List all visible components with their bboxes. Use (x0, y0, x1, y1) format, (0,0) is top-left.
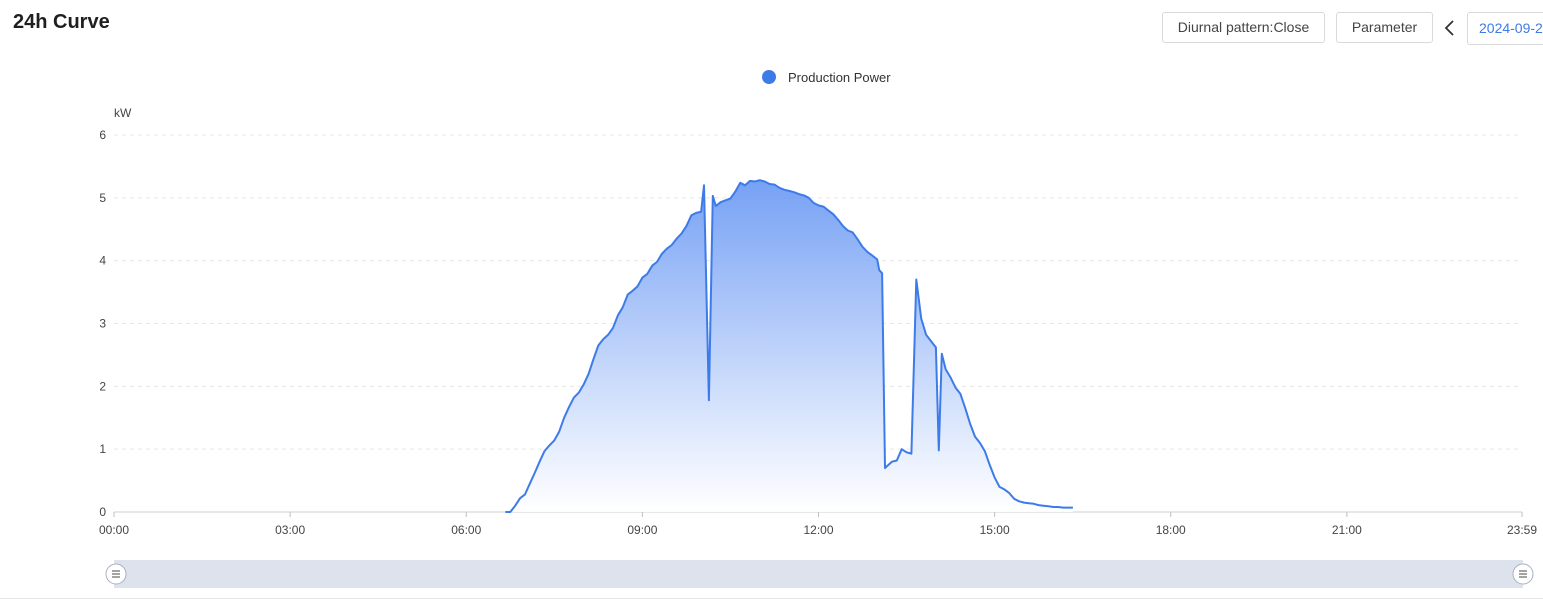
x-tick-label: 15:00 (980, 523, 1010, 537)
y-axis-unit-label: kW (114, 106, 132, 120)
chevron-left-icon[interactable] (1442, 16, 1458, 40)
y-tick-label: 0 (99, 505, 106, 519)
y-tick-label: 3 (99, 317, 106, 331)
zoom-slider-track[interactable] (114, 560, 1523, 588)
y-tick-label: 1 (99, 442, 106, 456)
x-tick-label: 18:00 (1156, 523, 1186, 537)
series-area (505, 180, 1073, 512)
diurnal-pattern-button[interactable]: Diurnal pattern:Close (1162, 12, 1325, 43)
y-tick-label: 2 (99, 379, 106, 393)
y-tick-label: 5 (99, 191, 106, 205)
parameter-button[interactable]: Parameter (1336, 12, 1433, 43)
x-axis-ticks: 00:00 03:00 06:00 09:00 12:00 15:00 18:00 21:00… (99, 512, 1537, 537)
x-tick-label: 00:00 (99, 523, 129, 537)
legend-label: Production Power (788, 69, 891, 85)
legend-item-production-power[interactable]: Production Power (762, 68, 891, 86)
zoom-handle-left[interactable] (105, 563, 127, 585)
y-axis-ticks: 0 1 2 3 4 5 6 (99, 128, 106, 519)
y-tick-label: 4 (99, 254, 106, 268)
x-tick-label: 09:00 (627, 523, 657, 537)
x-tick-label: 06:00 (451, 523, 481, 537)
series-line (505, 179, 1073, 513)
series-production-power (505, 179, 1073, 513)
date-picker-input[interactable]: 2024-09-2 (1467, 12, 1543, 45)
x-tick-label: 21:00 (1332, 523, 1362, 537)
page-title: 24h Curve (13, 11, 110, 33)
y-tick-label: 6 (99, 128, 106, 142)
legend-marker (762, 70, 776, 84)
x-tick-label: 03:00 (275, 523, 305, 537)
zoom-handle-right[interactable] (1512, 563, 1534, 585)
x-tick-label: 23:59 (1507, 523, 1537, 537)
x-tick-label: 12:00 (803, 523, 833, 537)
